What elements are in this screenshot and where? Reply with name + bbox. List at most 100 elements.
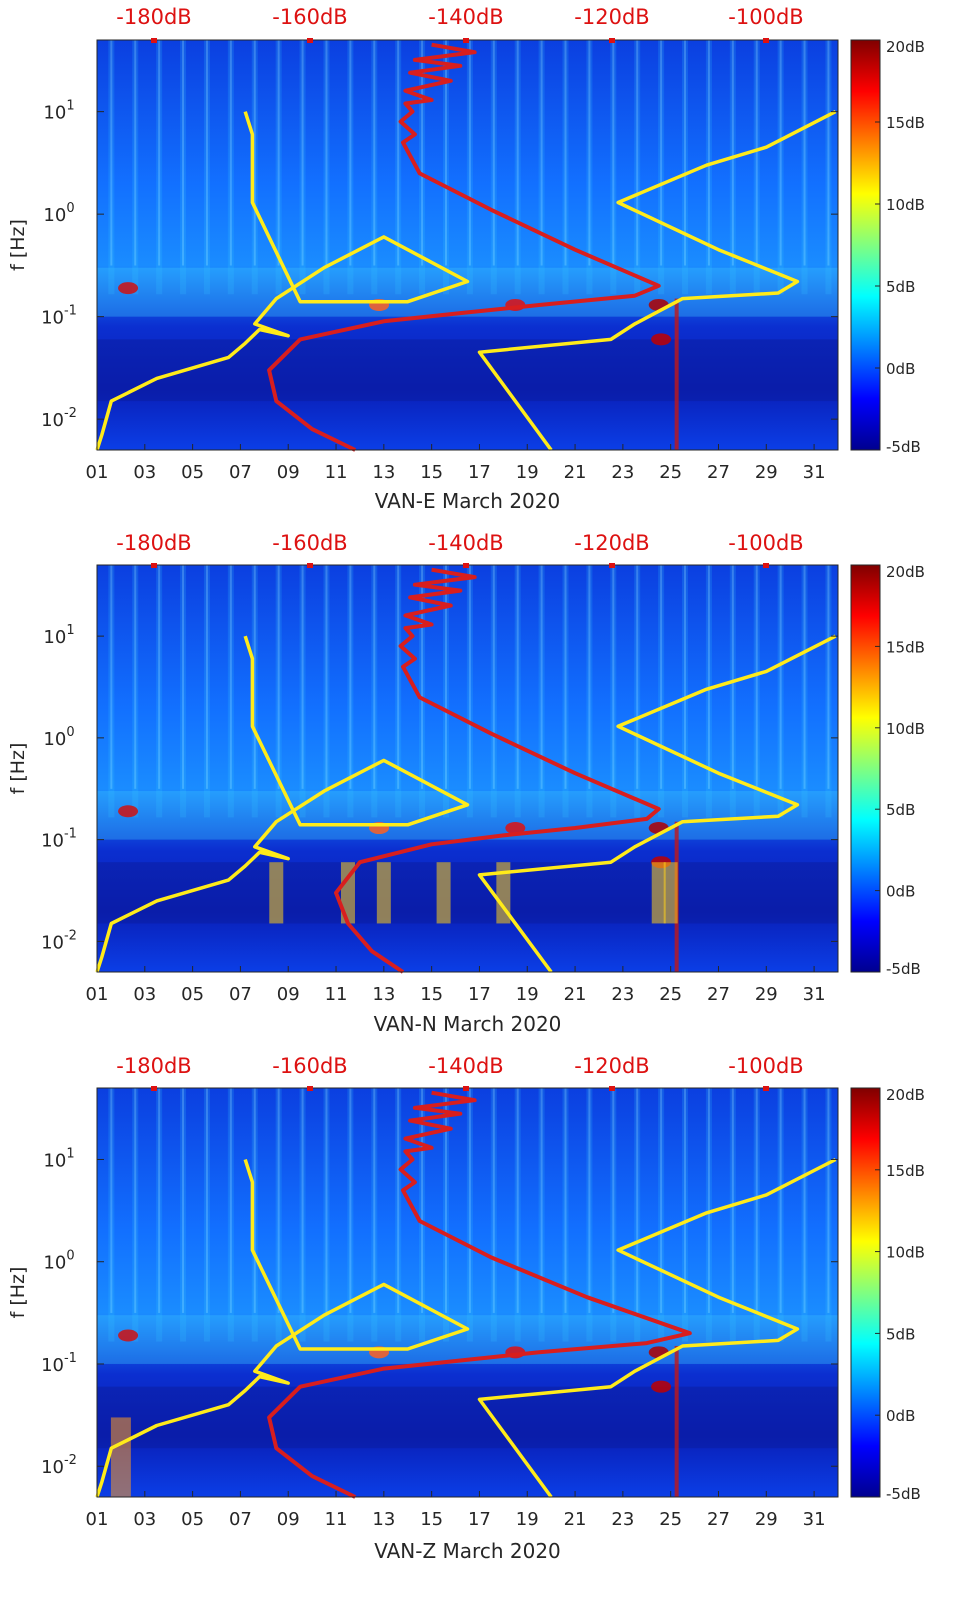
x-tick-label: 11 [325,1509,348,1530]
top-db-label: -140dB [428,1054,503,1078]
x-tick-label: 23 [611,1509,634,1530]
spectrogram-panel-3: 01 03 05 07 09 11 13 15 17 19 21 23 25 27 29 31 10-2 10-1… [7,1054,925,1563]
spectrogram-panel-2: 01 03 05 07 09 11 13 15 17 19 21 23 25 27 29 31 10-2 10-1… [7,531,925,1036]
x-tick-label: 13 [372,462,395,483]
top-db-marker [151,563,157,568]
y-tick-label: 100 [43,725,74,750]
colorbar-tick-label: 20dB [886,38,925,56]
x-tick-label: 27 [707,984,730,1005]
x-tick-label: 25 [659,462,682,483]
top-db-label: -120dB [574,531,649,555]
colorbar-tick-label: 10dB [886,720,925,738]
yellow-noise-model-2-line [477,634,837,974]
y-axis-label: f [Hz] [7,743,29,795]
colorbar [850,1087,881,1498]
yellow-noise-model-2-line [477,1157,837,1499]
x-axis-label: VAN-N March 2020 [374,1012,562,1036]
x-tick-label: 09 [277,984,300,1005]
top-db-label: -180dB [116,531,191,555]
x-tick-label: 17 [468,462,491,483]
x-tick-label: 17 [468,984,491,1005]
colorbar [850,564,881,973]
colorbar-tick-label: -5dB [886,960,921,978]
x-tick-label: 15 [420,984,443,1005]
top-db-marker [463,1086,469,1091]
x-tick-label: 27 [707,1509,730,1530]
y-tick-label: 101 [43,623,74,648]
x-tick-label: 31 [803,984,826,1005]
top-db-label: -140dB [428,5,503,29]
spectrogram-streaks [108,40,832,295]
colorbar-tick-label: 0dB [886,883,915,901]
x-tick-label: 01 [86,1509,109,1530]
colorbar-tick-label: 5dB [886,1325,915,1343]
x-tick-label: 01 [86,462,109,483]
top-db-marker [763,38,769,43]
red-psd-curve-line [267,42,661,452]
colorbar-tick-label: 10dB [886,1244,925,1262]
x-tick-label: 15 [420,1509,443,1530]
top-db-label: -160dB [272,531,347,555]
x-tick-label: 23 [611,462,634,483]
x-axis-label: VAN-E March 2020 [375,489,560,513]
top-db-label: -120dB [574,1054,649,1078]
x-tick-label: 09 [277,1509,300,1530]
spectrogram-streaks [108,565,832,818]
top-db-marker [463,563,469,568]
yellow-noise-model-line [95,1158,470,1498]
top-db-label: -180dB [116,5,191,29]
yellow-noise-model-line [95,111,470,451]
top-db-marker [307,38,313,43]
y-axis-label: f [Hz] [7,1267,29,1319]
top-db-marker [609,1086,615,1091]
x-tick-label: 05 [181,462,204,483]
x-tick-label: 13 [372,984,395,1005]
colorbar-tick-label: 0dB [886,1407,915,1425]
x-tick-label: 05 [181,984,204,1005]
colorbar-tick-label: 5dB [886,278,915,296]
x-tick-label: 23 [611,984,634,1005]
x-tick-label: 05 [181,1509,204,1530]
x-tick-label: 21 [564,1509,587,1530]
colorbar-tick-label: 15dB [886,638,925,656]
x-tick-label: 21 [564,984,587,1005]
top-db-marker [763,563,769,568]
yellow-noise-model-line [95,635,470,973]
x-tick-label: 09 [277,462,300,483]
spectrogram-image [97,565,838,972]
y-tick-label: 100 [43,1249,74,1274]
top-db-marker [609,38,615,43]
y-tick-label: 10-2 [41,928,77,953]
x-tick-label: 15 [420,462,443,483]
x-tick-label: 07 [229,462,252,483]
top-db-marker [151,1086,157,1091]
x-tick-label: 19 [516,1509,539,1530]
y-tick-label: 10-1 [41,1351,77,1376]
red-psd-curve-line [334,567,661,974]
x-tick-label: 21 [564,462,587,483]
colorbar-tick-label: -5dB [886,1485,921,1503]
x-tick-label: 13 [372,1509,395,1530]
top-db-label: -120dB [574,5,649,29]
top-db-label: -160dB [272,5,347,29]
colorbar [850,39,881,451]
x-tick-label: 29 [755,462,778,483]
yellow-noise-model-2-line [477,110,837,452]
red-psd-curve-line [267,1090,692,1499]
y-tick-label: 10-1 [41,304,77,329]
x-tick-label: 19 [516,984,539,1005]
x-tick-label: 31 [803,1509,826,1530]
top-db-marker [609,563,615,568]
colorbar-tick-label: 20dB [886,563,925,581]
top-db-marker [463,38,469,43]
top-db-label: -160dB [272,1054,347,1078]
x-tick-label: 29 [755,1509,778,1530]
x-tick-label: 11 [325,984,348,1005]
x-tick-label: 25 [659,984,682,1005]
y-tick-label: 101 [43,99,74,124]
y-tick-label: 100 [43,201,74,226]
top-db-label: -140dB [428,531,503,555]
y-tick-label: 10-2 [41,1453,77,1478]
x-tick-label: 01 [86,984,109,1005]
